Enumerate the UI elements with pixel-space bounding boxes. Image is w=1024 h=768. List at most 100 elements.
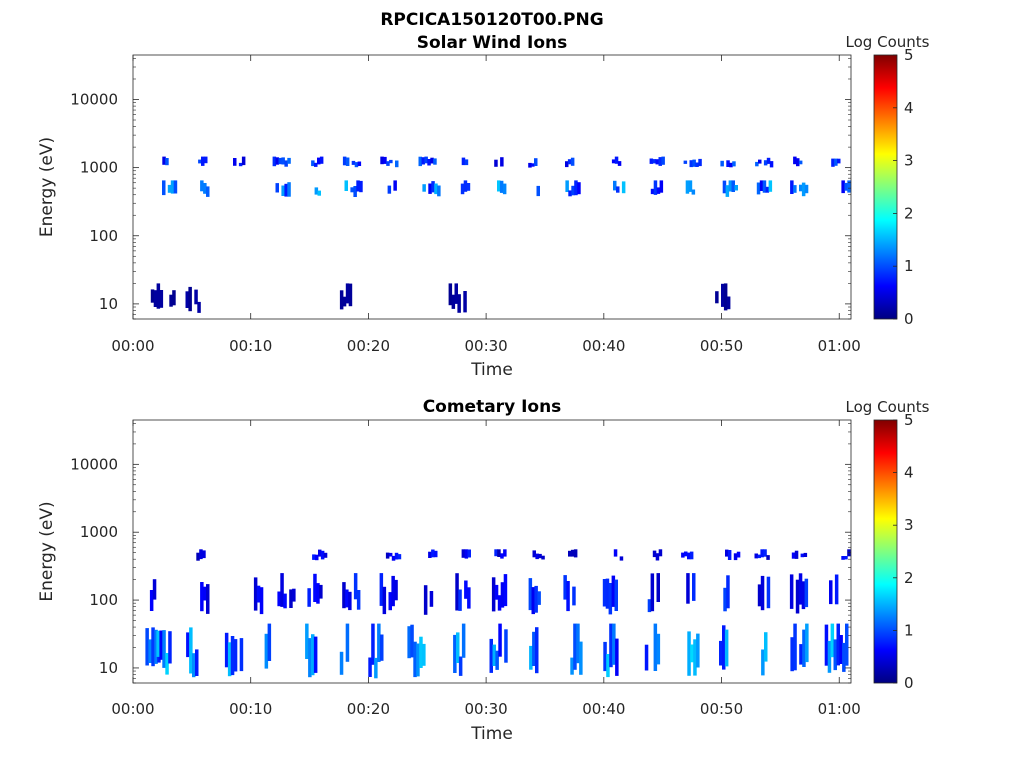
data-cell bbox=[503, 574, 508, 607]
data-cell bbox=[652, 550, 657, 558]
data-cell bbox=[755, 161, 759, 167]
data-cell bbox=[759, 180, 764, 191]
data-cell bbox=[611, 575, 616, 607]
data-cell bbox=[653, 180, 658, 195]
data-cell bbox=[766, 576, 771, 609]
data-cell bbox=[760, 549, 764, 558]
data-cell bbox=[613, 180, 617, 191]
data-cell bbox=[661, 156, 665, 165]
data-cell bbox=[461, 157, 466, 166]
x-tick-label: 00:20 bbox=[347, 337, 390, 355]
data-cell bbox=[170, 180, 175, 194]
data-cell bbox=[186, 632, 190, 658]
data-cell bbox=[354, 162, 359, 168]
data-cell bbox=[653, 623, 658, 671]
data-cell bbox=[194, 289, 198, 305]
data-cell bbox=[844, 556, 848, 560]
x-tick-label: 00:30 bbox=[464, 700, 507, 718]
data-cell bbox=[566, 581, 570, 612]
data-cell bbox=[500, 582, 505, 608]
data-cell bbox=[799, 184, 803, 192]
data-cell bbox=[762, 180, 767, 193]
data-cell bbox=[434, 183, 438, 195]
x-tick-label: 00:00 bbox=[111, 700, 154, 718]
x-tick-label: 00:50 bbox=[700, 337, 743, 355]
data-cell bbox=[429, 591, 434, 607]
data-cell bbox=[723, 587, 727, 612]
data-cell bbox=[308, 638, 312, 678]
data-cell bbox=[619, 556, 624, 561]
data-cell bbox=[686, 573, 690, 604]
data-cell bbox=[458, 589, 462, 611]
data-cell bbox=[162, 630, 166, 668]
data-cell bbox=[655, 553, 660, 561]
data-cell bbox=[538, 553, 542, 559]
data-cell bbox=[165, 158, 169, 166]
data-cell bbox=[173, 180, 178, 194]
data-cell bbox=[728, 180, 733, 192]
data-cell bbox=[287, 182, 291, 197]
data-cell bbox=[844, 182, 848, 191]
data-cell bbox=[345, 283, 350, 304]
data-cell bbox=[692, 573, 696, 601]
data-cell bbox=[615, 638, 619, 676]
data-cell bbox=[617, 161, 622, 166]
data-cell bbox=[500, 553, 504, 559]
data-cell bbox=[153, 290, 158, 307]
data-cell bbox=[454, 283, 458, 304]
data-cell bbox=[353, 186, 357, 197]
data-cell bbox=[845, 623, 849, 666]
data-cell bbox=[377, 623, 381, 662]
plot-area bbox=[133, 55, 851, 319]
colorbar-tick-label: 2 bbox=[904, 569, 914, 587]
data-cell bbox=[394, 552, 399, 560]
data-cell bbox=[151, 627, 155, 667]
data-cell bbox=[422, 184, 426, 192]
data-cell bbox=[573, 549, 578, 558]
data-cell bbox=[284, 160, 288, 167]
data-cell bbox=[319, 584, 323, 599]
data-cell bbox=[292, 588, 296, 602]
data-cell bbox=[272, 156, 277, 167]
data-cell bbox=[685, 180, 690, 194]
data-cell bbox=[727, 550, 732, 560]
data-cell bbox=[834, 574, 839, 605]
data-cell bbox=[494, 549, 498, 557]
x-tick-label: 00:30 bbox=[464, 337, 507, 355]
data-cell bbox=[495, 650, 499, 670]
data-cell bbox=[380, 634, 384, 661]
data-cell bbox=[602, 579, 607, 607]
data-cell bbox=[149, 590, 154, 611]
data-cell bbox=[789, 574, 794, 609]
data-cell bbox=[460, 183, 465, 195]
data-cell bbox=[567, 159, 572, 165]
data-cell bbox=[732, 161, 736, 167]
data-cell bbox=[200, 582, 204, 612]
data-cell bbox=[380, 156, 384, 165]
data-cell bbox=[494, 159, 498, 167]
x-tick-label: 00:40 bbox=[582, 700, 625, 718]
data-cell bbox=[528, 578, 533, 611]
data-cell bbox=[345, 623, 350, 662]
data-cell bbox=[275, 157, 279, 165]
data-cell bbox=[765, 186, 770, 193]
data-cell bbox=[241, 156, 246, 166]
data-cell bbox=[579, 641, 583, 675]
data-cell bbox=[497, 595, 502, 611]
data-cell bbox=[650, 188, 655, 195]
data-cell bbox=[413, 641, 417, 678]
data-cell bbox=[621, 181, 626, 194]
y-axis-label: Energy (eV) bbox=[37, 137, 57, 237]
data-cell bbox=[312, 554, 316, 560]
data-cell bbox=[802, 629, 806, 667]
colorbar-tick-label: 5 bbox=[904, 46, 914, 64]
data-cell bbox=[757, 554, 761, 559]
data-cell bbox=[612, 623, 616, 665]
data-cell bbox=[348, 283, 353, 307]
data-cell bbox=[691, 189, 696, 195]
y-tick-label: 1000 bbox=[80, 159, 118, 177]
data-cell bbox=[353, 573, 358, 600]
data-cell bbox=[726, 296, 731, 310]
data-cell bbox=[357, 161, 362, 166]
data-cell bbox=[689, 160, 693, 168]
